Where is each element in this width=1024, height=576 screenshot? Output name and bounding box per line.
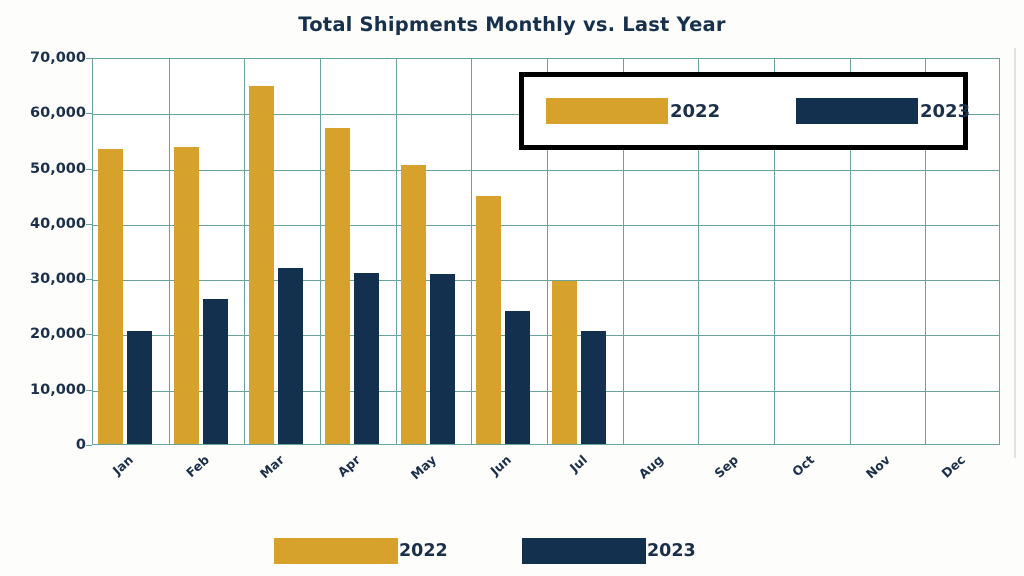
bottom-legend-swatch-2022 (274, 538, 398, 564)
gridline-vertical (849, 59, 851, 444)
gridline-horizontal (93, 335, 999, 337)
x-axis-tick-label-dec: Dec (938, 452, 969, 481)
bar-feb-2023[interactable] (202, 298, 228, 444)
gridline-vertical (244, 59, 246, 444)
x-axis-tick-label-jul: Jul (566, 452, 590, 476)
x-axis-tick-label-nov: Nov (862, 452, 893, 482)
bottom-legend-label-2022: 2022 (399, 541, 448, 561)
bar-jan-2023[interactable] (126, 331, 152, 444)
bar-feb-2022[interactable] (173, 147, 199, 444)
gridline-horizontal (93, 169, 999, 171)
x-axis-tick-label-jan: Jan (109, 452, 136, 478)
legend-label-2022: 2022 (670, 100, 721, 122)
bar-jul-2023[interactable] (580, 330, 606, 444)
y-axis-tick-label: 40,000 (30, 215, 86, 232)
bottom-legend-entry-2022[interactable]: 2022 (274, 538, 448, 564)
gridline-vertical (320, 59, 321, 444)
page-title: Total Shipments Monthly vs. Last Year (298, 13, 726, 36)
legend-bottom[interactable]: 2022 2023 (0, 533, 1024, 573)
x-axis-tick-label-feb: Feb (182, 452, 212, 481)
legend-entry-2023[interactable]: 2023 (796, 98, 970, 124)
bottom-legend-entry-2023[interactable]: 2023 (522, 538, 696, 564)
x-axis-tick-label-oct: Oct (788, 452, 817, 480)
y-axis-tick-label: 30,000 (30, 271, 86, 288)
gridline-vertical (698, 59, 700, 444)
bar-jan-2022[interactable] (97, 149, 123, 444)
y-axis-tick-label: 0 (75, 437, 86, 453)
legend-boxed[interactable]: 2022 2023 (519, 72, 970, 150)
legend-swatch-2022 (546, 98, 668, 124)
legend-entry-2022[interactable]: 2022 (546, 98, 720, 124)
y-axis-tick-label: 50,000 (30, 160, 86, 177)
x-axis-tick-label-sep: Sep (711, 452, 742, 481)
x-axis-tick-label-may: May (407, 452, 439, 483)
gridline-horizontal (93, 280, 999, 282)
gridline-vertical (547, 59, 548, 444)
gridline-horizontal (93, 224, 999, 226)
gridline-vertical (168, 59, 170, 444)
gridline-vertical (774, 59, 775, 444)
gridline-horizontal (93, 390, 999, 392)
x-axis-tick-label-mar: Mar (257, 452, 288, 482)
bottom-legend-swatch-2023 (522, 538, 646, 564)
bar-jun-2022[interactable] (476, 196, 502, 444)
bar-jul-2022[interactable] (551, 280, 577, 444)
y-axis-tick-label: 70,000 (30, 50, 86, 66)
bar-apr-2023[interactable] (353, 272, 379, 444)
bar-may-2023[interactable] (429, 273, 455, 444)
bar-mar-2023[interactable] (278, 268, 304, 444)
gridline-vertical (925, 59, 927, 444)
y-axis-tick-mark (86, 445, 92, 446)
y-axis-tick-label: 10,000 (30, 381, 86, 398)
bottom-legend-label-2023: 2023 (647, 541, 696, 561)
x-axis-tick-label-aug: Aug (635, 452, 666, 482)
bar-may-2022[interactable] (400, 164, 426, 444)
gridline-vertical (395, 59, 397, 444)
y-axis-tick-label: 60,000 (30, 105, 86, 122)
edge-artifact (1014, 48, 1016, 458)
y-axis-tick-label: 20,000 (30, 326, 86, 343)
gridline-vertical (622, 59, 624, 444)
bar-mar-2022[interactable] (249, 86, 275, 444)
bar-apr-2022[interactable] (324, 127, 350, 444)
gridline-vertical (471, 59, 473, 444)
x-axis-tick-label-jun: Jun (487, 452, 515, 479)
legend-swatch-2023 (796, 98, 918, 124)
x-axis-tick-label-apr: Apr (334, 452, 363, 480)
bar-jun-2023[interactable] (505, 311, 531, 444)
legend-label-2023: 2023 (920, 100, 971, 122)
